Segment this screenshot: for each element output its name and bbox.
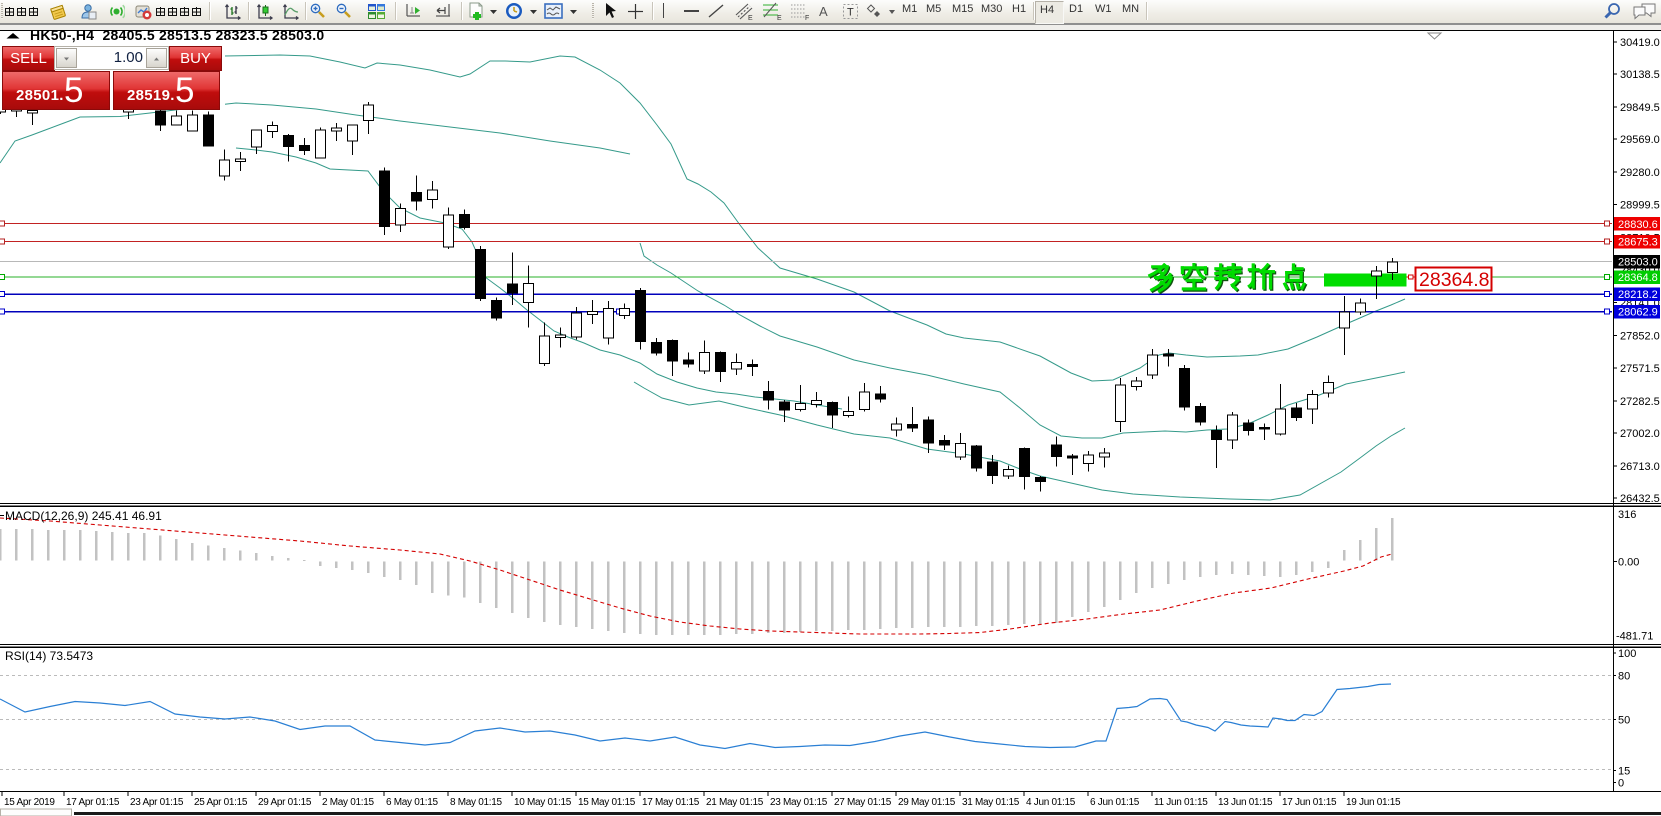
svg-text:21 May 01:15: 21 May 01:15 <box>706 797 764 808</box>
svg-text:28218.2: 28218.2 <box>1618 289 1658 301</box>
svg-text:28364.8: 28364.8 <box>1419 269 1490 291</box>
svg-text:13 Jun 01:15: 13 Jun 01:15 <box>1218 797 1273 808</box>
svg-text:23 Apr 01:15: 23 Apr 01:15 <box>130 797 184 808</box>
svg-text:50: 50 <box>1618 714 1630 726</box>
svg-text:80: 80 <box>1618 671 1630 683</box>
svg-text:29 May 01:15: 29 May 01:15 <box>898 797 956 808</box>
svg-text:6 Jun 01:15: 6 Jun 01:15 <box>1090 797 1140 808</box>
svg-text:27852.0: 27852.0 <box>1620 331 1660 343</box>
svg-text:MACD(12,26,9) 245.41 46.91: MACD(12,26,9) 245.41 46.91 <box>5 509 162 523</box>
svg-text:15 May 01:15: 15 May 01:15 <box>578 797 636 808</box>
svg-text:2 May 01:15: 2 May 01:15 <box>322 797 374 808</box>
svg-text:27002.0: 27002.0 <box>1620 428 1660 440</box>
svg-text:31 May 01:15: 31 May 01:15 <box>962 797 1020 808</box>
svg-text:29280.0: 29280.0 <box>1620 167 1660 179</box>
svg-text:19 Jun 01:15: 19 Jun 01:15 <box>1346 797 1401 808</box>
svg-text:28364.8: 28364.8 <box>1618 272 1658 284</box>
svg-text:23 May 01:15: 23 May 01:15 <box>770 797 828 808</box>
svg-text:0: 0 <box>1618 777 1624 789</box>
svg-text:28062.9: 28062.9 <box>1618 307 1658 319</box>
svg-text:8 May 01:15: 8 May 01:15 <box>450 797 502 808</box>
svg-text:29569.0: 29569.0 <box>1620 134 1660 146</box>
svg-text:10 May 01:15: 10 May 01:15 <box>514 797 572 808</box>
svg-text:0.00: 0.00 <box>1618 557 1639 569</box>
svg-text:29849.5: 29849.5 <box>1620 102 1660 114</box>
svg-text:17 Jun 01:15: 17 Jun 01:15 <box>1282 797 1337 808</box>
svg-text:F: F <box>805 15 809 21</box>
svg-text:26432.5: 26432.5 <box>1620 493 1660 505</box>
svg-text:26713.0: 26713.0 <box>1620 461 1660 473</box>
svg-text:30138.5: 30138.5 <box>1620 69 1660 81</box>
svg-text:HK50-,H4 28405.5 28513.5 2832: HK50-,H4 28405.5 28513.5 28323.5 28503.0 <box>30 27 324 43</box>
svg-text:29 Apr 01:15: 29 Apr 01:15 <box>258 797 312 808</box>
svg-text:28830.6: 28830.6 <box>1618 219 1658 231</box>
svg-text:27282.5: 27282.5 <box>1620 396 1660 408</box>
svg-text:15: 15 <box>1618 765 1630 777</box>
svg-text:E: E <box>777 15 782 21</box>
svg-text:27 May 01:15: 27 May 01:15 <box>834 797 892 808</box>
svg-text:30419.0: 30419.0 <box>1620 37 1660 49</box>
svg-text:RSI(14) 73.5473: RSI(14) 73.5473 <box>5 649 93 663</box>
svg-text:15 Apr 2019: 15 Apr 2019 <box>4 797 55 808</box>
svg-text:11 Jun 01:15: 11 Jun 01:15 <box>1154 797 1208 808</box>
svg-text:-481.71: -481.71 <box>1616 631 1653 643</box>
svg-text:100: 100 <box>1618 648 1636 660</box>
svg-text:25 Apr 01:15: 25 Apr 01:15 <box>194 797 248 808</box>
svg-text:28999.5: 28999.5 <box>1620 199 1660 211</box>
svg-text:T: T <box>847 7 854 19</box>
svg-text:27571.5: 27571.5 <box>1620 363 1660 375</box>
svg-text:17 Apr 01:15: 17 Apr 01:15 <box>66 797 120 808</box>
svg-text:17 May 01:15: 17 May 01:15 <box>642 797 700 808</box>
svg-text:E: E <box>748 15 753 21</box>
svg-text:6 May 01:15: 6 May 01:15 <box>386 797 438 808</box>
svg-text:316: 316 <box>1618 509 1636 521</box>
svg-text:28675.3: 28675.3 <box>1618 237 1658 249</box>
svg-text:28503.0: 28503.0 <box>1618 257 1658 269</box>
svg-text:4 Jun 01:15: 4 Jun 01:15 <box>1026 797 1076 808</box>
